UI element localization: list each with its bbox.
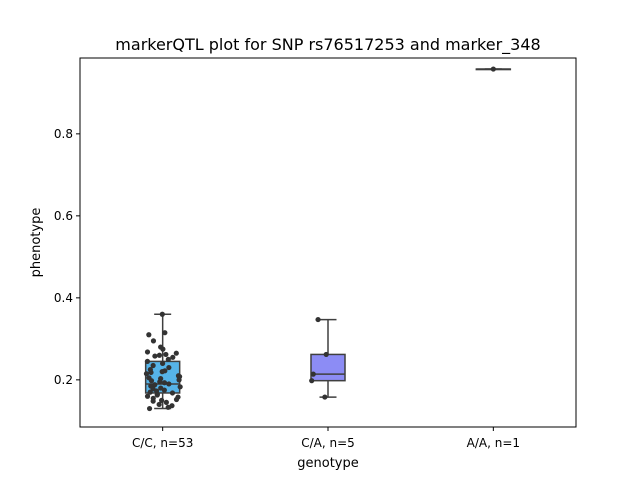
data-point (144, 393, 151, 399)
data-point (166, 381, 172, 387)
data-point (309, 378, 315, 384)
y-tick-label: 0.6 (54, 209, 73, 223)
data-point (322, 394, 328, 400)
data-point (165, 404, 171, 410)
y-tick-label: 0.4 (54, 291, 73, 305)
data-point (150, 338, 157, 344)
data-point (160, 360, 166, 367)
x-axis-label: genotype (297, 456, 358, 471)
data-point (150, 398, 156, 404)
y-tick-label: 0.8 (54, 127, 73, 141)
box (310, 353, 346, 382)
plot-area (143, 66, 512, 412)
data-point (159, 369, 165, 375)
data-point (152, 353, 158, 359)
data-point (163, 351, 169, 358)
data-point (166, 364, 172, 371)
data-point (315, 316, 321, 323)
data-point (157, 379, 163, 385)
data-point (165, 356, 171, 362)
data-point (144, 358, 151, 364)
data-point (161, 387, 167, 393)
data-point (173, 350, 179, 356)
data-point (160, 346, 166, 352)
data-point (146, 332, 152, 338)
data-point (490, 66, 496, 72)
data-point (144, 349, 151, 355)
data-point (148, 378, 155, 384)
data-point (310, 371, 316, 377)
data-point (170, 354, 176, 360)
data-point (143, 371, 150, 377)
chart-title: markerQTL plot for SNP rs76517253 and ma… (115, 35, 540, 55)
data-point (154, 392, 160, 398)
data-point (156, 401, 162, 408)
y-tick-label: 0.2 (54, 373, 73, 387)
data-point (161, 380, 168, 386)
data-point (148, 369, 154, 376)
y-axis-label: phenotype (29, 208, 44, 278)
data-point (152, 382, 158, 388)
data-point (176, 377, 182, 383)
data-point (323, 351, 329, 358)
data-point (156, 352, 163, 358)
data-point (163, 399, 169, 405)
data-point (147, 389, 153, 395)
data-point (169, 390, 176, 396)
data-point (177, 384, 183, 390)
x-tick-label: C/A, n=5 (301, 436, 355, 450)
data-point (162, 330, 168, 336)
data-point (173, 396, 180, 403)
data-point (159, 397, 165, 403)
box-group-2 (310, 318, 346, 398)
data-point (159, 311, 165, 317)
x-tick-label: A/A, n=1 (467, 436, 520, 450)
x-tick-label: C/C, n=53 (132, 436, 193, 450)
data-point (150, 362, 156, 369)
data-point (146, 405, 153, 412)
